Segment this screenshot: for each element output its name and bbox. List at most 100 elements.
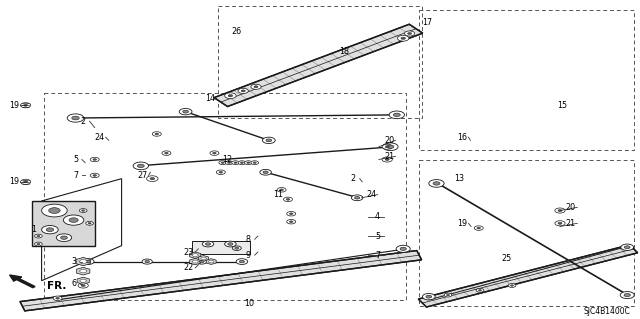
Circle shape (228, 243, 233, 245)
Circle shape (20, 179, 31, 184)
Circle shape (228, 162, 230, 163)
Text: 19: 19 (457, 219, 467, 228)
Circle shape (61, 236, 67, 239)
Polygon shape (77, 267, 90, 275)
Circle shape (24, 181, 28, 183)
Circle shape (86, 260, 91, 263)
Circle shape (477, 227, 481, 229)
Circle shape (162, 151, 171, 155)
Circle shape (394, 113, 400, 116)
Circle shape (56, 234, 72, 241)
Text: 22: 22 (184, 263, 194, 272)
Circle shape (42, 204, 67, 217)
Text: 7: 7 (73, 171, 78, 180)
Circle shape (404, 31, 415, 36)
Circle shape (555, 221, 565, 226)
Text: 25: 25 (502, 254, 512, 263)
Circle shape (216, 170, 225, 174)
Circle shape (400, 247, 406, 250)
Circle shape (238, 161, 246, 165)
Circle shape (150, 177, 155, 180)
Text: 11: 11 (273, 190, 284, 199)
Circle shape (90, 173, 99, 178)
Circle shape (508, 284, 516, 287)
Circle shape (155, 133, 159, 135)
Circle shape (210, 151, 219, 155)
Text: 20: 20 (384, 136, 394, 145)
Circle shape (355, 197, 360, 199)
Circle shape (263, 171, 268, 174)
Circle shape (78, 283, 88, 288)
Circle shape (244, 161, 252, 165)
Circle shape (20, 103, 31, 108)
Text: 18: 18 (339, 47, 349, 56)
Circle shape (479, 290, 481, 291)
Circle shape (86, 221, 93, 225)
Polygon shape (77, 277, 90, 284)
Circle shape (351, 195, 363, 201)
Circle shape (383, 143, 398, 151)
Circle shape (382, 157, 392, 162)
Circle shape (260, 169, 271, 175)
Polygon shape (79, 260, 88, 263)
Circle shape (287, 219, 296, 224)
Circle shape (90, 157, 99, 162)
Circle shape (251, 161, 259, 165)
Text: 4: 4 (375, 212, 380, 221)
Circle shape (277, 188, 286, 192)
Text: 13: 13 (454, 174, 465, 183)
Circle shape (46, 228, 54, 232)
Circle shape (37, 243, 40, 245)
Circle shape (24, 104, 28, 106)
Circle shape (620, 292, 634, 299)
Circle shape (93, 174, 97, 176)
Circle shape (232, 161, 239, 165)
Circle shape (53, 296, 62, 300)
Text: 19: 19 (9, 101, 19, 110)
Circle shape (385, 159, 389, 160)
Bar (192, 241, 250, 254)
Circle shape (247, 162, 250, 163)
Text: 10: 10 (244, 299, 255, 308)
Circle shape (49, 208, 60, 213)
Polygon shape (419, 245, 637, 307)
Circle shape (266, 139, 272, 142)
Polygon shape (189, 252, 201, 258)
Text: 27: 27 (137, 171, 147, 180)
Circle shape (228, 94, 233, 97)
Circle shape (284, 197, 292, 202)
Circle shape (251, 84, 261, 89)
Text: 17: 17 (422, 18, 433, 27)
Circle shape (621, 244, 634, 250)
Circle shape (286, 198, 290, 200)
Circle shape (624, 293, 630, 297)
Circle shape (558, 210, 562, 211)
Circle shape (447, 294, 449, 296)
Circle shape (83, 259, 94, 264)
Text: 26: 26 (232, 27, 242, 36)
Polygon shape (192, 260, 198, 263)
Polygon shape (79, 270, 87, 273)
Circle shape (42, 226, 58, 234)
Text: 6: 6 (71, 279, 76, 288)
Circle shape (63, 215, 84, 225)
Circle shape (56, 297, 60, 299)
Text: 3: 3 (71, 257, 76, 266)
Text: 19: 19 (9, 177, 19, 186)
Circle shape (387, 145, 394, 148)
Text: 24: 24 (94, 133, 104, 142)
Polygon shape (80, 279, 87, 282)
Circle shape (385, 146, 389, 148)
Circle shape (79, 209, 87, 212)
Polygon shape (201, 257, 206, 260)
Circle shape (262, 137, 275, 144)
Text: 20: 20 (566, 203, 576, 212)
Text: 14: 14 (205, 94, 215, 103)
Polygon shape (76, 257, 90, 266)
Circle shape (511, 285, 513, 286)
Circle shape (179, 108, 192, 115)
Circle shape (234, 162, 237, 163)
Circle shape (241, 90, 245, 92)
Circle shape (183, 110, 188, 113)
Circle shape (37, 235, 40, 237)
